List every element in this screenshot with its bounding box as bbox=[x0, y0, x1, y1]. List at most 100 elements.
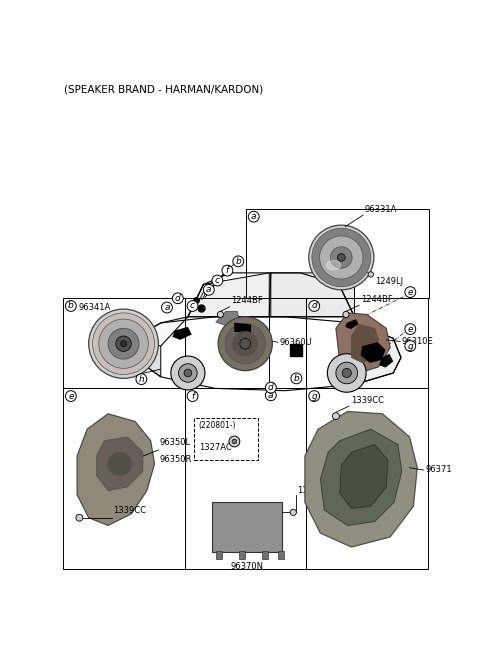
Circle shape bbox=[233, 256, 244, 267]
Bar bbox=[63, 298, 185, 388]
Polygon shape bbox=[345, 319, 359, 329]
Bar bbox=[216, 551, 222, 558]
Circle shape bbox=[405, 286, 416, 298]
Circle shape bbox=[187, 301, 198, 311]
Text: 96371: 96371 bbox=[425, 466, 452, 474]
Polygon shape bbox=[360, 342, 385, 363]
Circle shape bbox=[179, 364, 197, 382]
Text: 1339CC: 1339CC bbox=[113, 506, 146, 514]
Circle shape bbox=[162, 302, 172, 313]
Circle shape bbox=[290, 509, 296, 516]
Circle shape bbox=[368, 272, 373, 277]
Text: 96350R: 96350R bbox=[160, 455, 192, 464]
Text: b: b bbox=[68, 302, 74, 311]
Circle shape bbox=[120, 340, 127, 347]
Circle shape bbox=[218, 317, 272, 371]
Text: f: f bbox=[191, 392, 194, 401]
Text: 1244BF: 1244BF bbox=[231, 296, 263, 306]
Text: b: b bbox=[293, 374, 299, 383]
Circle shape bbox=[342, 369, 351, 378]
Circle shape bbox=[172, 293, 183, 304]
Polygon shape bbox=[216, 311, 239, 327]
Circle shape bbox=[265, 390, 276, 401]
Text: (SPEAKER BRAND - HARMAN/KARDON): (SPEAKER BRAND - HARMAN/KARDON) bbox=[64, 84, 263, 94]
Text: d: d bbox=[268, 383, 274, 392]
Circle shape bbox=[309, 225, 374, 290]
Polygon shape bbox=[321, 429, 402, 526]
Circle shape bbox=[291, 373, 302, 384]
Circle shape bbox=[312, 228, 371, 286]
Circle shape bbox=[65, 391, 76, 401]
Text: g: g bbox=[408, 342, 413, 351]
Text: (220801-): (220801-) bbox=[199, 422, 236, 430]
Circle shape bbox=[204, 284, 214, 295]
Circle shape bbox=[405, 340, 416, 351]
Ellipse shape bbox=[326, 261, 340, 270]
Circle shape bbox=[93, 313, 155, 374]
Text: a: a bbox=[206, 285, 212, 294]
Bar bbox=[185, 298, 306, 388]
Circle shape bbox=[248, 212, 259, 222]
Circle shape bbox=[309, 391, 320, 401]
Text: 96370N: 96370N bbox=[230, 562, 263, 571]
Circle shape bbox=[343, 311, 349, 317]
Text: a: a bbox=[268, 391, 274, 400]
Text: b: b bbox=[235, 257, 241, 266]
Circle shape bbox=[225, 324, 265, 364]
Polygon shape bbox=[188, 273, 269, 317]
Text: 1339CC: 1339CC bbox=[350, 396, 384, 405]
Polygon shape bbox=[133, 317, 188, 357]
Text: a: a bbox=[164, 303, 170, 312]
Text: d: d bbox=[312, 302, 317, 311]
Circle shape bbox=[320, 236, 363, 279]
Circle shape bbox=[333, 413, 339, 420]
Polygon shape bbox=[340, 445, 388, 509]
Text: c: c bbox=[215, 276, 220, 285]
Text: 1249LJ: 1249LJ bbox=[375, 277, 403, 286]
Circle shape bbox=[99, 319, 148, 369]
Circle shape bbox=[108, 452, 132, 476]
Circle shape bbox=[212, 275, 223, 286]
Text: 1140JF: 1140JF bbox=[297, 486, 325, 495]
Polygon shape bbox=[172, 327, 192, 340]
Polygon shape bbox=[355, 317, 401, 384]
Bar bbox=[239, 551, 245, 558]
Text: 96341A: 96341A bbox=[79, 303, 111, 312]
Circle shape bbox=[76, 514, 83, 521]
Polygon shape bbox=[336, 313, 390, 373]
Circle shape bbox=[405, 324, 416, 334]
Text: 96310E: 96310E bbox=[402, 337, 433, 346]
Text: g: g bbox=[312, 392, 317, 401]
Polygon shape bbox=[77, 414, 155, 526]
Polygon shape bbox=[379, 353, 393, 367]
Text: e: e bbox=[68, 392, 73, 401]
Text: 1244BF: 1244BF bbox=[360, 295, 393, 304]
Bar bbox=[212, 503, 282, 553]
Bar bbox=[194, 418, 258, 460]
Circle shape bbox=[265, 382, 276, 393]
Circle shape bbox=[108, 328, 139, 359]
Polygon shape bbox=[96, 437, 143, 491]
Circle shape bbox=[89, 309, 158, 378]
Polygon shape bbox=[271, 273, 355, 317]
Bar bbox=[246, 209, 429, 298]
Polygon shape bbox=[133, 338, 161, 377]
Bar bbox=[278, 551, 284, 558]
Text: 96331A: 96331A bbox=[365, 206, 397, 214]
Text: 96350L: 96350L bbox=[160, 438, 191, 447]
Circle shape bbox=[309, 301, 320, 311]
Bar bbox=[262, 551, 268, 558]
Polygon shape bbox=[305, 411, 417, 547]
Polygon shape bbox=[351, 325, 379, 363]
Circle shape bbox=[222, 265, 233, 276]
Circle shape bbox=[187, 391, 198, 401]
Text: f: f bbox=[226, 266, 229, 275]
Circle shape bbox=[65, 301, 76, 311]
Text: 1327AC: 1327AC bbox=[199, 443, 231, 452]
Circle shape bbox=[116, 336, 132, 351]
Text: 96360U: 96360U bbox=[279, 338, 312, 347]
Bar bbox=[185, 388, 306, 570]
Bar bbox=[306, 298, 428, 388]
Text: h: h bbox=[139, 374, 144, 384]
Circle shape bbox=[337, 254, 345, 261]
